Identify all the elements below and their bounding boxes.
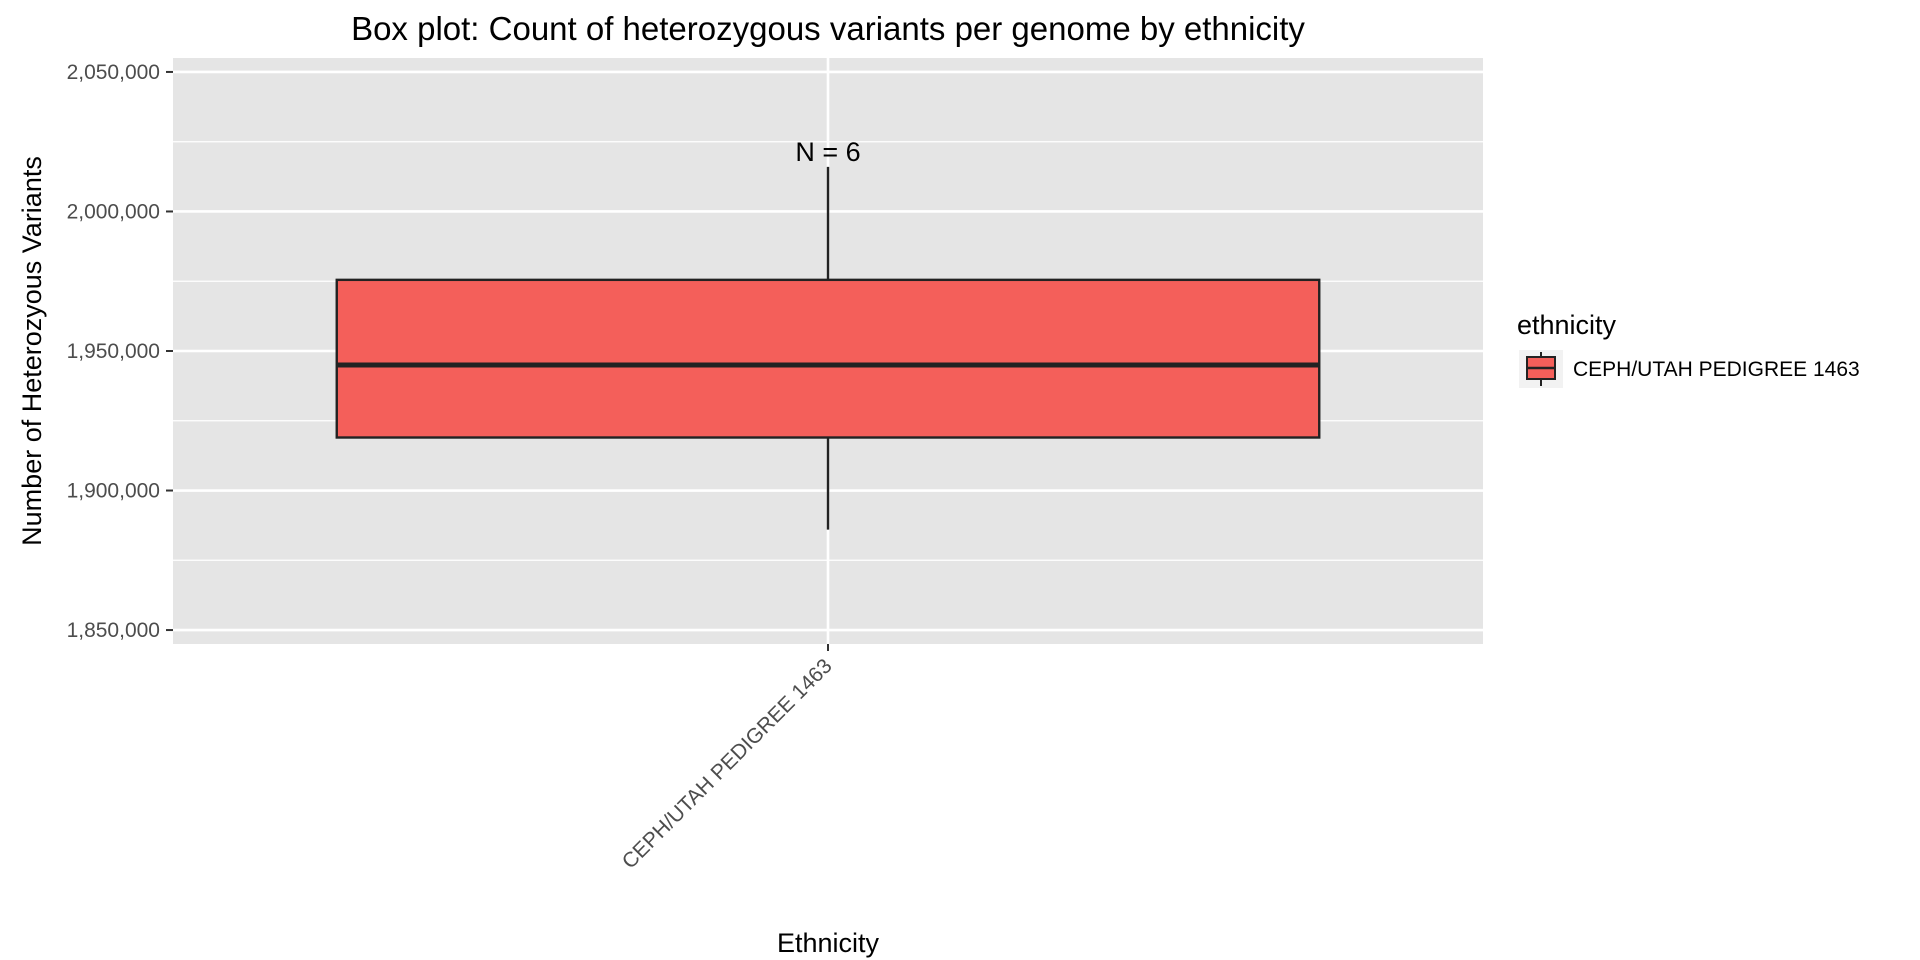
y-tick-label: 1,850,000 xyxy=(67,619,160,642)
legend: ethnicity CEPH/UTAH PEDIGREE 1463 xyxy=(1517,310,1860,388)
box-group: N = 6 xyxy=(335,137,1321,530)
boxes-layer: N = 6 xyxy=(335,137,1321,530)
x-axis-title: Ethnicity xyxy=(777,928,880,958)
y-tick-label: 1,950,000 xyxy=(67,340,160,363)
legend-label: CEPH/UTAH PEDIGREE 1463 xyxy=(1573,358,1860,381)
y-tick-label: 2,000,000 xyxy=(67,200,160,223)
legend-keys: CEPH/UTAH PEDIGREE 1463 xyxy=(1519,350,1860,388)
legend-entry: CEPH/UTAH PEDIGREE 1463 xyxy=(1519,350,1860,388)
chart-title: Box plot: Count of heterozygous variants… xyxy=(351,10,1305,47)
legend-title: ethnicity xyxy=(1517,310,1617,340)
count-annotation: N = 6 xyxy=(795,137,860,167)
y-tick-label: 1,900,000 xyxy=(67,480,160,503)
y-axis-title: Number of Heterozyous Variants xyxy=(17,156,47,546)
x-axis-ticks: CEPH/UTAH PEDIGREE 1463 xyxy=(618,644,837,873)
x-tick-label: CEPH/UTAH PEDIGREE 1463 xyxy=(618,654,837,873)
box-iqr xyxy=(335,278,1321,439)
y-tick-label: 2,050,000 xyxy=(67,61,160,84)
y-axis-ticks: 1,850,000 1,900,000 1,950,000 2,000,000 2,05… xyxy=(67,61,173,642)
